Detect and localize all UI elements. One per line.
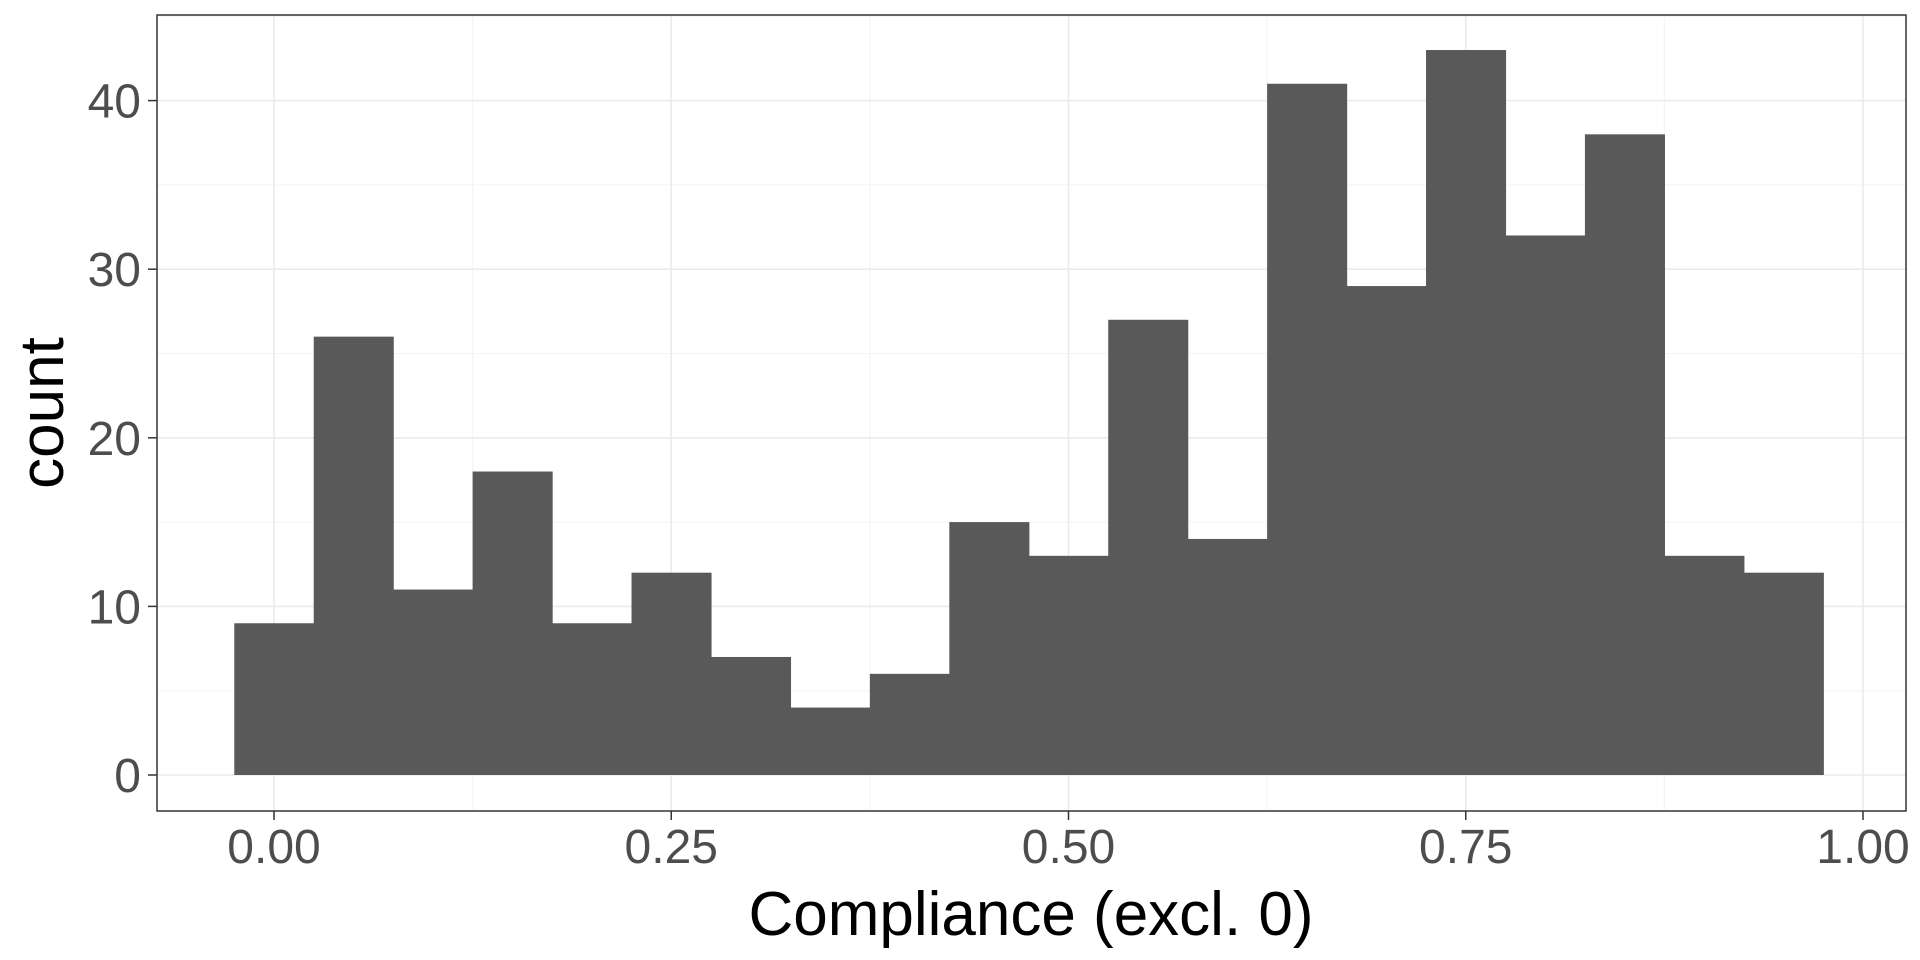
histogram-bar <box>1346 286 1427 775</box>
histogram-bar <box>631 572 712 775</box>
histogram-bar <box>472 471 553 775</box>
x-tick-label: 0.50 <box>1022 821 1115 874</box>
x-axis-title: Compliance (excl. 0) <box>748 880 1313 949</box>
histogram-bar <box>1267 83 1348 776</box>
y-tick-label: 20 <box>88 413 141 466</box>
x-tick-label: 0.00 <box>227 821 320 874</box>
x-tick-label: 1.00 <box>1816 821 1909 874</box>
histogram-bar <box>1108 319 1189 775</box>
y-tick-label: 30 <box>88 244 141 297</box>
x-tick-label: 0.75 <box>1419 821 1512 874</box>
histogram-bar <box>552 623 633 775</box>
histogram-bar <box>393 589 474 775</box>
histogram-bar <box>949 522 1030 775</box>
y-tick-label: 40 <box>88 76 141 129</box>
panel-border <box>156 14 1907 812</box>
histogram-bar <box>1584 134 1665 775</box>
histogram-bar <box>710 656 792 775</box>
histogram-bar <box>313 336 394 775</box>
histogram-bar <box>1187 538 1268 775</box>
histogram-bar <box>1743 572 1824 775</box>
histogram-bars <box>234 50 1824 776</box>
x-tick-label: 0.25 <box>625 821 718 874</box>
y-tick-label: 10 <box>88 581 141 634</box>
histogram-bar <box>1028 555 1109 775</box>
x-axis-ticks: 0.00 0.25 0.50 0.75 1.00 <box>227 811 1910 874</box>
histogram-bar <box>790 707 871 775</box>
histogram-bar <box>1426 50 1507 775</box>
y-axis-title: count <box>8 337 77 489</box>
y-axis-ticks: 0 10 20 30 40 <box>88 76 157 803</box>
histogram-bar <box>1505 235 1586 776</box>
y-tick-label: 0 <box>114 750 141 803</box>
histogram-bar <box>234 623 315 775</box>
histogram-bar <box>869 673 950 775</box>
histogram-bar <box>1664 555 1745 775</box>
